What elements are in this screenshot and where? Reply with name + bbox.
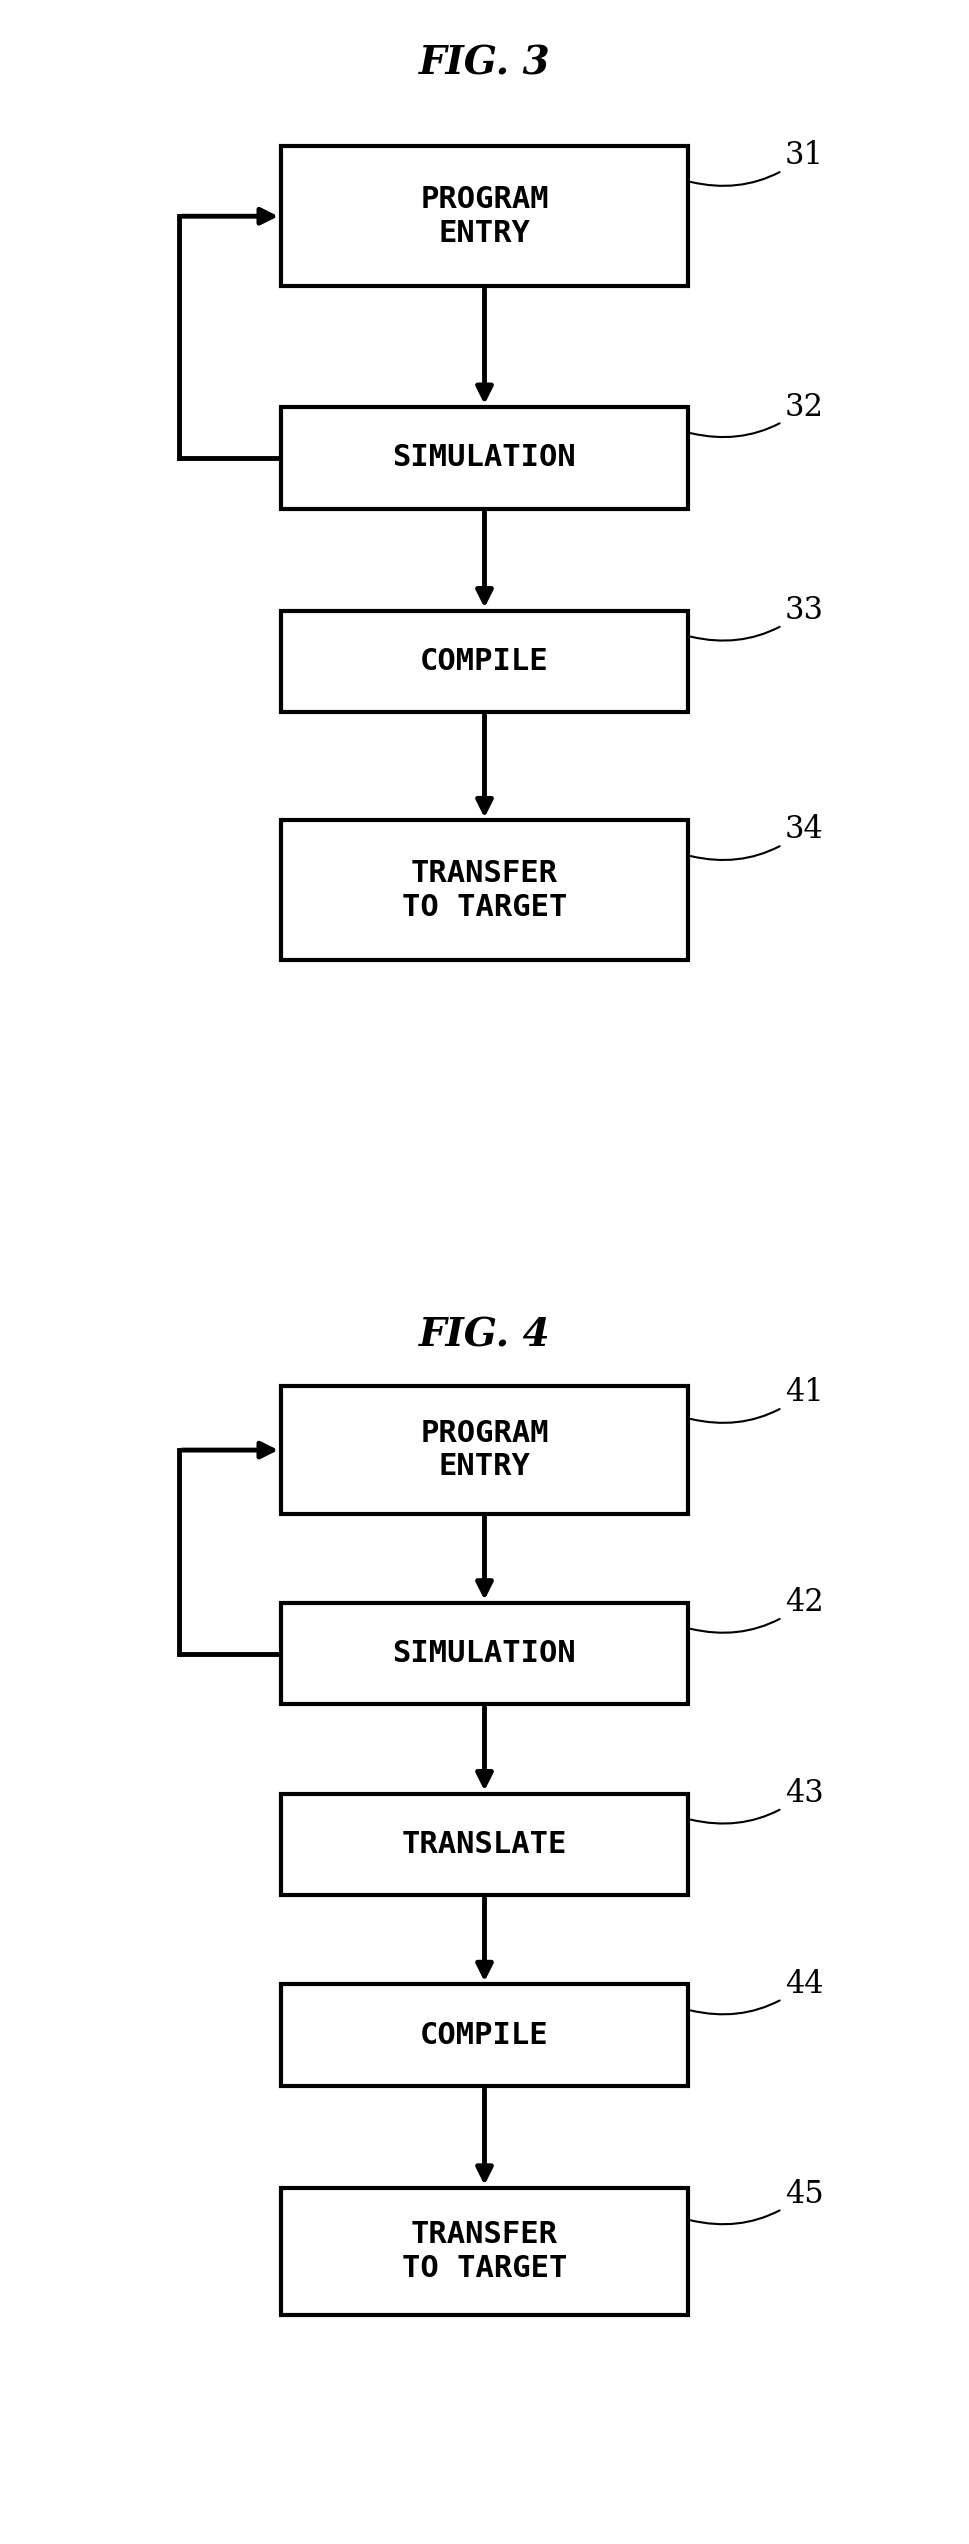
Bar [281,1603,688,1704]
Text: 45: 45 [691,2178,824,2223]
Text: SIMULATION: SIMULATION [392,443,577,473]
Bar [281,1984,688,2086]
Text: 33: 33 [691,595,824,641]
Text: 44: 44 [691,1969,824,2015]
Text: TRANSFER
TO TARGET: TRANSFER TO TARGET [402,2221,567,2282]
Text: TRANSLATE: TRANSLATE [402,1829,567,1860]
Text: 31: 31 [691,140,824,186]
Bar [281,2188,688,2315]
Text: 43: 43 [691,1778,824,1824]
Text: FIG. 3: FIG. 3 [419,43,550,81]
Bar [281,1794,688,1895]
Bar [281,611,688,712]
Text: SIMULATION: SIMULATION [392,1638,577,1669]
Text: PROGRAM
ENTRY: PROGRAM ENTRY [421,1420,548,1481]
Text: COMPILE: COMPILE [421,2020,548,2050]
Bar [281,407,688,509]
Bar [281,1386,688,1514]
Text: TRANSFER
TO TARGET: TRANSFER TO TARGET [402,860,567,921]
Text: FIG. 4: FIG. 4 [419,1318,550,1353]
Text: 41: 41 [691,1376,824,1422]
Text: PROGRAM
ENTRY: PROGRAM ENTRY [421,186,548,247]
Text: COMPILE: COMPILE [421,646,548,677]
Text: 34: 34 [691,814,824,860]
Text: 42: 42 [691,1587,824,1633]
Bar [281,145,688,287]
Text: 32: 32 [691,392,824,438]
Bar [281,819,688,962]
